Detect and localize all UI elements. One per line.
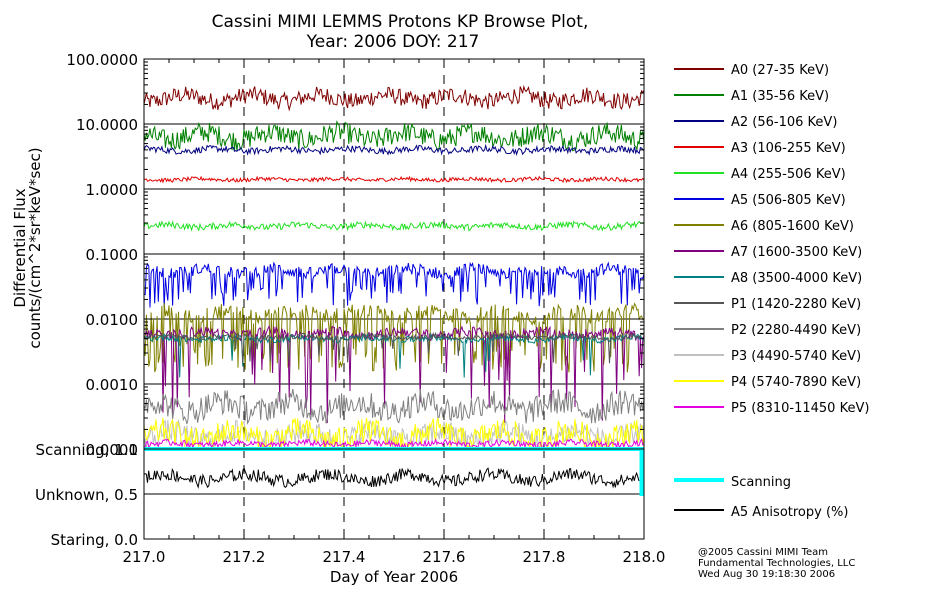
- series-line-4: [143, 220, 645, 232]
- series-line-6: [143, 302, 645, 373]
- legend-label-5: A5 (506-805 KeV): [731, 193, 846, 208]
- legend-label-0: A0 (27-35 KeV): [731, 63, 829, 78]
- series-line-3: [143, 175, 645, 184]
- series-line-10: [143, 388, 645, 425]
- legend-label-scanning: Scanning: [731, 475, 791, 490]
- legend-label-anisotropy: A5 Anisotropy (%): [731, 505, 848, 520]
- legend-label-13: P5 (8310-11450 KeV): [731, 401, 869, 416]
- chart-title-line-2: Year: 2006 DOY: 217: [306, 32, 480, 52]
- series-line-11: [143, 418, 645, 451]
- chart-title-line-1: Cassini MIMI LEMMS Protons KP Browse Plo…: [212, 12, 589, 32]
- status-y-tick-label: Staring, 0.0: [51, 531, 138, 549]
- x-tick-label: 217.0: [123, 548, 166, 566]
- flux-y-tick-label: 0.0010: [86, 376, 139, 394]
- credit-line-1: @2005 Cassini MIMI Team: [698, 547, 828, 558]
- legend-label-9: P1 (1420-2280 KeV): [731, 297, 861, 312]
- legend: A0 (27-35 KeV) A1 (35-56 KeV) A2 (56-106 K…: [674, 63, 869, 416]
- series-line-0: [143, 84, 645, 112]
- status-y-tick-label: Unknown, 0.5: [35, 486, 138, 504]
- legend-label-6: A6 (805-1600 KeV): [731, 219, 854, 234]
- x-tick-label: 217.2: [223, 548, 266, 566]
- flux-y-tick-label: 100.0000: [66, 51, 138, 69]
- flux-y-tick-label: 0.0100: [86, 311, 139, 329]
- legend-label-1: A1 (35-56 KeV): [731, 89, 829, 104]
- x-ticks: 217.0 217.2 217.4 217.6 217.8 218.0: [123, 59, 666, 566]
- flux-y-tick-label: 0.1000: [86, 246, 139, 264]
- x-axis-label: Day of Year 2006: [330, 568, 458, 586]
- flux-y-tick-label: 10.0000: [76, 116, 138, 134]
- y-axis-label-line-2: counts/(cm^2*sr*keV*sec): [26, 147, 44, 348]
- legend-label-8: A8 (3500-4000 KeV): [731, 271, 862, 286]
- legend-label-4: A4 (255-506 KeV): [731, 167, 846, 182]
- x-tick-label: 217.6: [423, 548, 466, 566]
- anisotropy-line: [143, 467, 640, 489]
- series-line-13: [143, 437, 645, 450]
- status-y-tick-label: Scanning, 1.0: [35, 441, 138, 459]
- series-line-12: [143, 417, 645, 451]
- series-line-7: [143, 324, 645, 424]
- series-line-5: [143, 261, 645, 308]
- legend-label-11: P3 (4490-5740 KeV): [731, 349, 861, 364]
- series-line-1: [143, 120, 645, 152]
- flux-series: [143, 84, 645, 451]
- legend-label-3: A3 (106-255 KeV): [731, 141, 846, 156]
- flux-y-tick-label: 1.0000: [86, 181, 139, 199]
- credit-line-3: Wed Aug 30 19:18:30 2006: [698, 569, 835, 580]
- legend-label-10: P2 (2280-4490 KeV): [731, 323, 861, 338]
- y-axis-label-line-1: Differential Flux: [11, 188, 29, 307]
- status-series: [143, 447, 644, 496]
- x-tick-label: 217.8: [523, 548, 566, 566]
- flux-y-ticks: 100.0000 10.0000 1.0000 0.1000 0.0100 0.0010 0…: [66, 51, 644, 459]
- series-line-2: [143, 143, 645, 157]
- x-tick-label: 218.0: [623, 548, 666, 566]
- x-tick-label: 217.4: [323, 548, 366, 566]
- legend-label-2: A2 (56-106 KeV): [731, 115, 837, 130]
- legend-label-7: A7 (1600-3500 KeV): [731, 245, 862, 260]
- status-legend: Scanning A5 Anisotropy (%): [674, 475, 848, 520]
- status-y-ticks: Scanning, 1.0 Unknown, 0.5 Staring, 0.0: [35, 441, 138, 549]
- flux-y-tick-label: 0.0001: [86, 441, 139, 459]
- credit-line-2: Fundamental Technologies, LLC: [698, 558, 855, 569]
- legend-label-12: P4 (5740-7890 KeV): [731, 375, 861, 390]
- series-line-9: [143, 331, 645, 364]
